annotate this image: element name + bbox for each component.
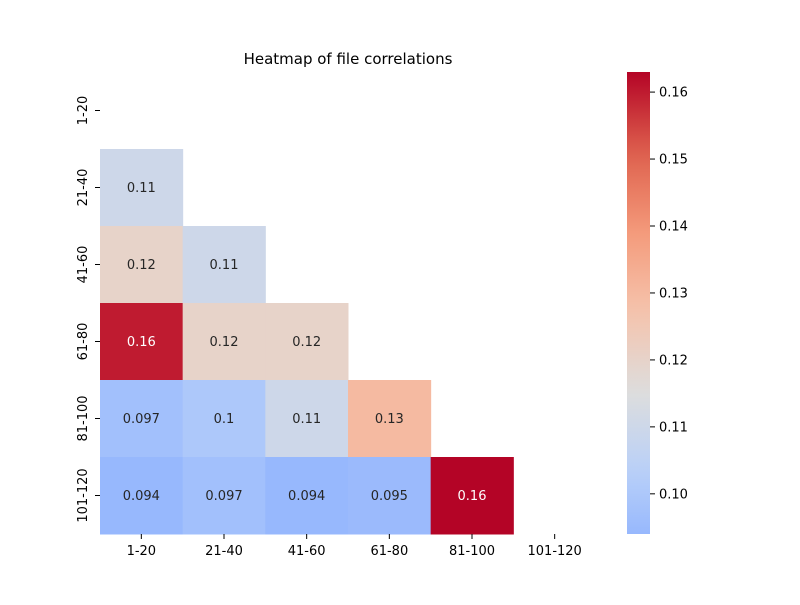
heatmap-cells: 0.11 0.12 0.11 0.16 0.12 0.12 0.097 0.1 0.11 0.13… [100, 149, 514, 535]
heatmap-cell [100, 226, 184, 304]
cell-value-label: 0.12 [210, 335, 239, 350]
heatmap-cell [100, 380, 184, 458]
cell-value-label: 0.094 [123, 489, 160, 504]
x-tick-label: 101-120 [528, 544, 582, 559]
cell-value-label: 0.12 [127, 258, 156, 273]
cell-value-label: 0.097 [123, 412, 160, 427]
heatmap-cell [182, 303, 266, 381]
colorbar-tick-label: 0.13 [659, 286, 688, 301]
colorbar-tick-label: 0.12 [659, 353, 688, 368]
cell-value-label: 0.097 [205, 489, 242, 504]
x-axis: 1-20 21-40 41-60 61-80 81-100 101-120 [127, 534, 582, 559]
heatmap-cell [100, 149, 184, 227]
cell-value-label: 0.13 [375, 412, 404, 427]
y-tick-label: 101-120 [76, 468, 91, 522]
cell-value-label: 0.11 [292, 412, 321, 427]
cell-value-label: 0.16 [127, 335, 156, 350]
y-tick-label: 21-40 [76, 169, 91, 207]
colorbar-gradient [627, 72, 650, 534]
colorbar-tick-label: 0.14 [659, 220, 688, 235]
x-tick-label: 41-60 [288, 544, 326, 559]
heatmap-cell [430, 457, 514, 535]
colorbar: 0.10 0.11 0.12 0.13 0.14 0.15 0.16 [627, 72, 688, 534]
cell-value-label: 0.11 [210, 258, 239, 273]
heatmap-cell [265, 380, 349, 458]
cell-value-label: 0.11 [127, 181, 156, 196]
chart-title: Heatmap of file correlations [244, 50, 453, 68]
y-tick-label: 41-60 [76, 246, 91, 284]
heatmap-cell [265, 303, 349, 381]
cell-value-label: 0.12 [292, 335, 321, 350]
heatmap-cell [348, 380, 432, 458]
cell-value-label: 0.1 [214, 412, 235, 427]
colorbar-tick-label: 0.15 [659, 153, 688, 168]
y-tick-label: 1-20 [76, 96, 91, 126]
cell-value-label: 0.095 [371, 489, 408, 504]
heatmap-cell [348, 457, 432, 535]
y-tick-label: 81-100 [76, 395, 91, 441]
heatmap-cell [100, 303, 184, 381]
heatmap-cell [182, 380, 266, 458]
cell-value-label: 0.094 [288, 489, 325, 504]
y-tick-label: 61-80 [76, 323, 91, 361]
heatmap-cell [182, 226, 266, 304]
x-tick-label: 61-80 [370, 544, 408, 559]
heatmap-cell [182, 457, 266, 535]
x-tick-label: 81-100 [449, 544, 495, 559]
heatmap-cell [265, 457, 349, 535]
colorbar-tick-label: 0.11 [659, 420, 688, 435]
cell-value-label: 0.16 [458, 489, 487, 504]
x-tick-label: 1-20 [127, 544, 157, 559]
x-tick-label: 21-40 [205, 544, 243, 559]
colorbar-tick-label: 0.10 [659, 487, 688, 502]
heatmap-cell [100, 457, 184, 535]
colorbar-tick-label: 0.16 [659, 86, 688, 101]
y-axis: 1-20 21-40 41-60 61-80 81-100 101-120 [76, 96, 100, 523]
